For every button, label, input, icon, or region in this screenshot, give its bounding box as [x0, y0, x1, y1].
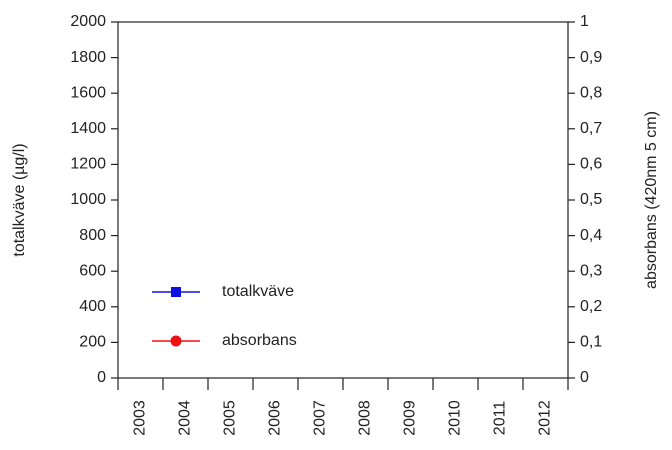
y2-tick-label: 0,1	[580, 334, 602, 351]
y-axis-title: totalkväve (µg/l)	[11, 143, 28, 256]
y-tick-label: 1800	[70, 49, 106, 66]
y2-tick-label: 0,2	[580, 298, 602, 315]
x-tick-label: 2012	[537, 400, 554, 436]
y-tick-label: 400	[79, 298, 106, 315]
y-tick-label: 1600	[70, 84, 106, 101]
x-tick-label: 2005	[222, 400, 239, 436]
x-tick-label: 2003	[132, 400, 149, 436]
x-tick-label: 2009	[402, 400, 419, 436]
y2-axis-title: absorbans (420nm 5 cm)	[643, 111, 660, 289]
y2-tick-label: 0,4	[580, 227, 602, 244]
y2-tick-label: 0,7	[580, 120, 602, 137]
x-tick-label: 2007	[312, 400, 329, 436]
y-tick-label: 200	[79, 334, 106, 351]
legend-marker	[171, 287, 181, 297]
y-tick-label: 1200	[70, 156, 106, 173]
x-tick-label: 2010	[447, 400, 464, 436]
y2-tick-label: 0,5	[580, 191, 602, 208]
legend-marker	[170, 335, 182, 347]
x-tick-label: 2008	[357, 400, 374, 436]
y-tick-label: 1400	[70, 120, 106, 137]
plot-frame	[117, 21, 569, 379]
legend-label: totalkväve	[222, 283, 294, 300]
y-tick-label: 2000	[70, 13, 106, 30]
x-tick-label: 2011	[492, 401, 509, 436]
y2-tick-label: 0,8	[580, 84, 602, 101]
y2-tick-label: 0,3	[580, 262, 602, 279]
x-tick-label: 2004	[177, 400, 194, 436]
y-tick-label: 600	[79, 262, 106, 279]
y2-tick-label: 0,9	[580, 49, 602, 66]
legend-label: absorbans	[222, 332, 297, 349]
y2-tick-label: 0,6	[580, 156, 602, 173]
y-tick-label: 1000	[70, 191, 106, 208]
y2-tick-label: 0	[580, 369, 589, 386]
x-tick-label: 2006	[267, 400, 284, 436]
y2-tick-label: 1	[580, 13, 589, 30]
y-tick-label: 0	[97, 369, 106, 386]
y-tick-label: 800	[79, 227, 106, 244]
